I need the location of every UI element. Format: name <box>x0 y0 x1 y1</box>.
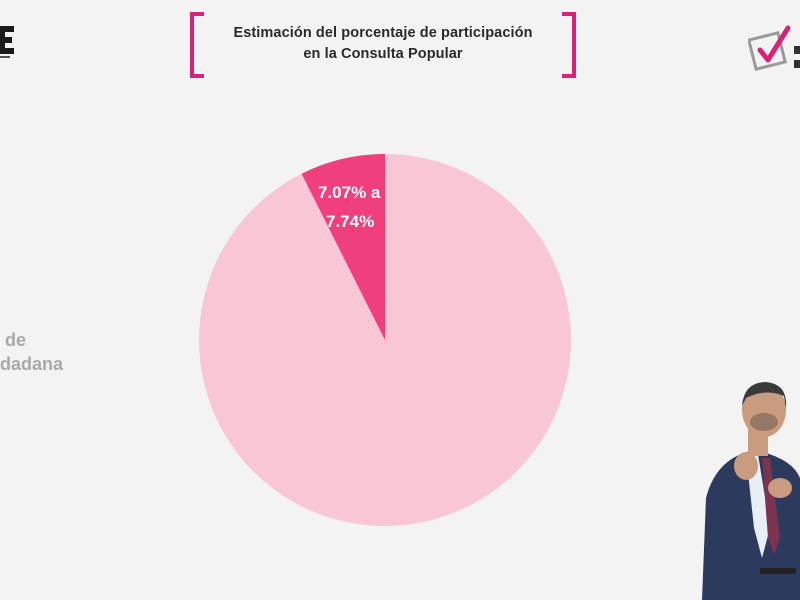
pie-slice-participation <box>301 154 385 340</box>
side-label-line-2: n ciudadana <box>0 354 64 374</box>
sign-language-interpreter <box>702 382 800 600</box>
title-bracket-left <box>190 12 204 78</box>
chart-title: Estimación del porcentaje de participaci… <box>206 23 560 65</box>
chart-title-line-2: en la Consulta Popular <box>303 46 463 62</box>
side-label: ntaje de n ciudadana <box>0 328 140 378</box>
institution-logo-left <box>0 26 14 60</box>
side-label-line-1: ntaje de <box>0 330 27 350</box>
consulta-checkmark-logo <box>748 25 800 72</box>
pie-slice-label-line-2: 7.74% <box>326 212 374 231</box>
title-bracket-right <box>562 12 576 78</box>
chart-title-box: Estimación del porcentaje de participaci… <box>190 12 576 78</box>
chart-title-line-1: Estimación del porcentaje de participaci… <box>233 25 533 41</box>
pie-slice-label-line-1: 7.07% a <box>318 183 381 202</box>
